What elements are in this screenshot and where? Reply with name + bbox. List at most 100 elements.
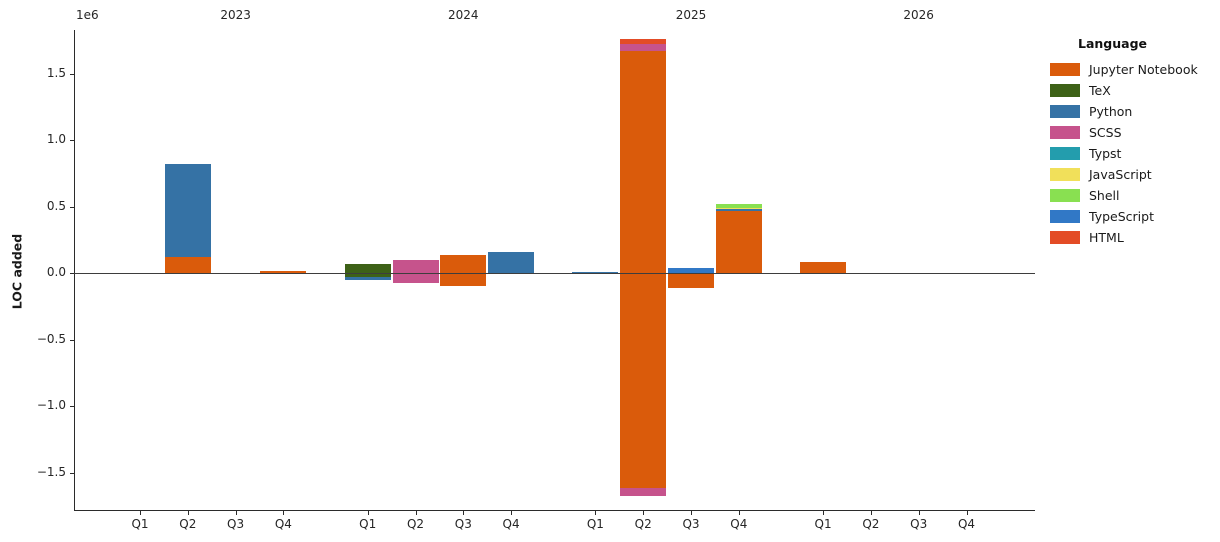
x-tick-mark xyxy=(283,511,285,515)
legend-entry: TypeScript xyxy=(1050,206,1218,227)
legend-entries: Jupyter Notebook TeX Python SCSS Typst JavaSc… xyxy=(1050,59,1218,248)
legend-label: HTML xyxy=(1089,230,1124,245)
y-tick-label: 0.5 xyxy=(46,198,66,213)
bar-segment-jupyter-notebook xyxy=(620,50,667,489)
bar-segment-jupyter-notebook xyxy=(800,261,847,273)
legend-label: Python xyxy=(1089,104,1133,119)
x-tick-mark xyxy=(463,511,465,515)
legend-label: Jupyter Notebook xyxy=(1089,62,1198,77)
x-tick-label: Q3 xyxy=(910,517,928,531)
x-tick-mark xyxy=(187,511,189,515)
x-tick-mark xyxy=(235,511,237,515)
x-tick-mark xyxy=(367,511,369,515)
bar-segment-jupyter-notebook xyxy=(715,210,762,273)
legend-swatch-icon xyxy=(1050,210,1080,223)
x-tick-mark xyxy=(918,511,920,515)
left-spine xyxy=(74,30,75,511)
y-tick-label: −1.5 xyxy=(36,464,66,479)
legend-entry: TeX xyxy=(1050,80,1218,101)
legend-swatch-icon xyxy=(1050,231,1080,244)
legend-label: Typst xyxy=(1089,146,1122,161)
legend-label: Shell xyxy=(1089,188,1120,203)
legend-entry: Python xyxy=(1050,101,1218,122)
legend-entry: Shell xyxy=(1050,185,1218,206)
legend-swatch-icon xyxy=(1050,189,1080,202)
bar-segment-scss xyxy=(392,259,439,283)
legend-swatch-icon xyxy=(1050,126,1080,139)
y-tick-mark xyxy=(70,140,74,141)
bar-segment-jupyter-notebook xyxy=(668,273,714,289)
legend-label: JavaScript xyxy=(1089,167,1152,182)
legend-entry: Jupyter Notebook xyxy=(1050,59,1218,80)
y-tick-mark xyxy=(70,273,74,274)
x-tick-label: Q2 xyxy=(179,517,197,531)
legend-swatch-icon xyxy=(1050,84,1080,97)
x-tick-mark xyxy=(511,511,513,515)
bar-segment-python xyxy=(164,163,211,258)
x-tick-label: Q2 xyxy=(634,517,652,531)
legend-entry: Typst xyxy=(1050,143,1218,164)
y-tick-mark xyxy=(70,73,74,75)
year-label: 2024 xyxy=(448,8,479,22)
year-label: 2026 xyxy=(903,8,934,22)
y-tick-label: −1.0 xyxy=(36,398,66,412)
legend: Language Jupyter Notebook TeX Python SCSS Ty… xyxy=(1050,36,1218,248)
x-tick-label: Q4 xyxy=(502,517,520,531)
x-tick-label: Q2 xyxy=(406,517,425,531)
y-tick-mark xyxy=(70,406,74,407)
x-tick-label: Q1 xyxy=(359,517,377,531)
bar-segment-typescript xyxy=(668,268,714,273)
bar-segment-python xyxy=(488,252,535,273)
x-tick-label: Q2 xyxy=(862,517,880,531)
x-tick-label: Q4 xyxy=(957,517,976,531)
x-tick-label: Q3 xyxy=(227,517,245,531)
legend-title: Language xyxy=(1078,36,1148,51)
y-axis-offset-label: 1e6 xyxy=(76,8,99,22)
x-tick-label: Q3 xyxy=(682,517,700,531)
legend-swatch-icon xyxy=(1050,147,1080,160)
x-tick-mark xyxy=(966,511,968,515)
x-tick-label: Q4 xyxy=(274,517,292,531)
x-tick-mark xyxy=(870,511,872,515)
bar-segment-jupyter-notebook xyxy=(260,271,307,273)
bottom-spine xyxy=(74,510,1035,511)
y-tick-mark xyxy=(70,339,74,341)
x-tick-label: Q4 xyxy=(730,517,748,531)
year-label: 2025 xyxy=(675,8,707,22)
y-tick-label: −0.5 xyxy=(36,331,66,346)
legend-swatch-icon xyxy=(1050,105,1080,118)
legend-label: TeX xyxy=(1089,83,1111,98)
zero-baseline xyxy=(74,273,1035,274)
x-tick-mark xyxy=(140,511,141,515)
bar-segment-tex xyxy=(344,263,391,277)
legend-entry: HTML xyxy=(1050,227,1218,248)
x-tick-mark xyxy=(823,511,825,515)
bar-segment-javascript xyxy=(715,207,762,210)
legend-swatch-icon xyxy=(1050,63,1080,76)
y-tick-mark xyxy=(70,472,74,474)
legend-label: SCSS xyxy=(1089,125,1122,140)
legend-entry: JavaScript xyxy=(1050,164,1218,185)
legend-entry: SCSS xyxy=(1050,122,1218,143)
y-tick-label: 0.0 xyxy=(46,265,66,279)
bar-segment-python xyxy=(344,276,391,280)
bar-segment-jupyter-notebook xyxy=(164,257,211,273)
x-tick-mark xyxy=(643,511,645,515)
bar-segment-html xyxy=(620,38,667,45)
bar-segment-python xyxy=(715,209,762,211)
y-tick-label: 1.5 xyxy=(46,65,66,80)
y-tick-label: 1.0 xyxy=(46,132,66,146)
x-tick-mark xyxy=(691,511,692,515)
legend-label: TypeScript xyxy=(1089,209,1154,224)
x-tick-label: Q1 xyxy=(814,517,832,531)
bar-segment-shell xyxy=(715,203,762,208)
year-label: 2023 xyxy=(220,8,251,22)
x-tick-mark xyxy=(415,511,417,515)
x-tick-label: Q1 xyxy=(586,517,604,531)
bar-segment-scss xyxy=(620,488,667,497)
x-tick-label: Q3 xyxy=(454,517,472,531)
x-tick-label: Q1 xyxy=(131,517,149,531)
y-tick-mark xyxy=(70,206,74,208)
legend-swatch-icon xyxy=(1050,168,1080,181)
